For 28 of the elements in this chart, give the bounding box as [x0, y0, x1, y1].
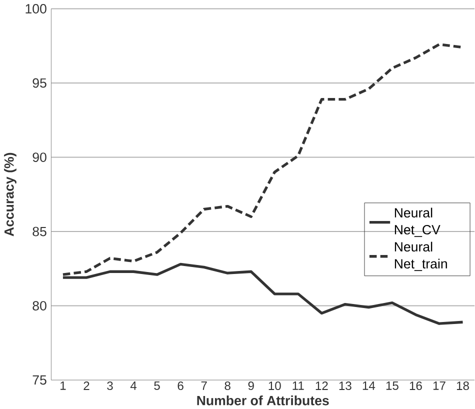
x-tick-label: 5: [154, 381, 160, 390]
x-tick-label: 14: [362, 381, 376, 390]
x-tick-label: 12: [316, 381, 328, 390]
x-tick-label: 17: [433, 381, 446, 390]
x-tick-label: 3: [107, 381, 113, 390]
x-tick-label: 13: [339, 381, 352, 390]
x-tick-label: 15: [386, 381, 398, 390]
x-tick-label: 2: [84, 381, 90, 390]
x-tick-label: 18: [456, 381, 469, 390]
x-tick-label: 9: [248, 381, 254, 390]
y-tick-label: 100: [26, 4, 46, 14]
x-tick-label: 6: [178, 381, 184, 390]
x-tick-label: 11: [292, 381, 304, 390]
legend-label: Neural Net_train: [394, 242, 447, 271]
y-tick-label: 90: [32, 152, 46, 162]
y-tick-label: 75: [32, 375, 46, 385]
x-tick-label: 4: [130, 381, 137, 390]
legend-label: Neural Net_CV: [394, 208, 440, 237]
y-tick-label: 95: [32, 78, 46, 88]
x-tick-label: 16: [410, 381, 422, 390]
x-axis-title: Number of Attributes: [197, 395, 329, 406]
y-axis-title: Accuracy (%): [4, 152, 16, 236]
x-tick-label: 1: [60, 381, 66, 390]
x-tick-label: 7: [201, 381, 207, 390]
y-tick-label: 80: [32, 300, 46, 310]
x-tick-label: 8: [224, 381, 230, 390]
y-tick-label: 85: [32, 226, 46, 236]
x-tick-label: 10: [268, 381, 281, 390]
